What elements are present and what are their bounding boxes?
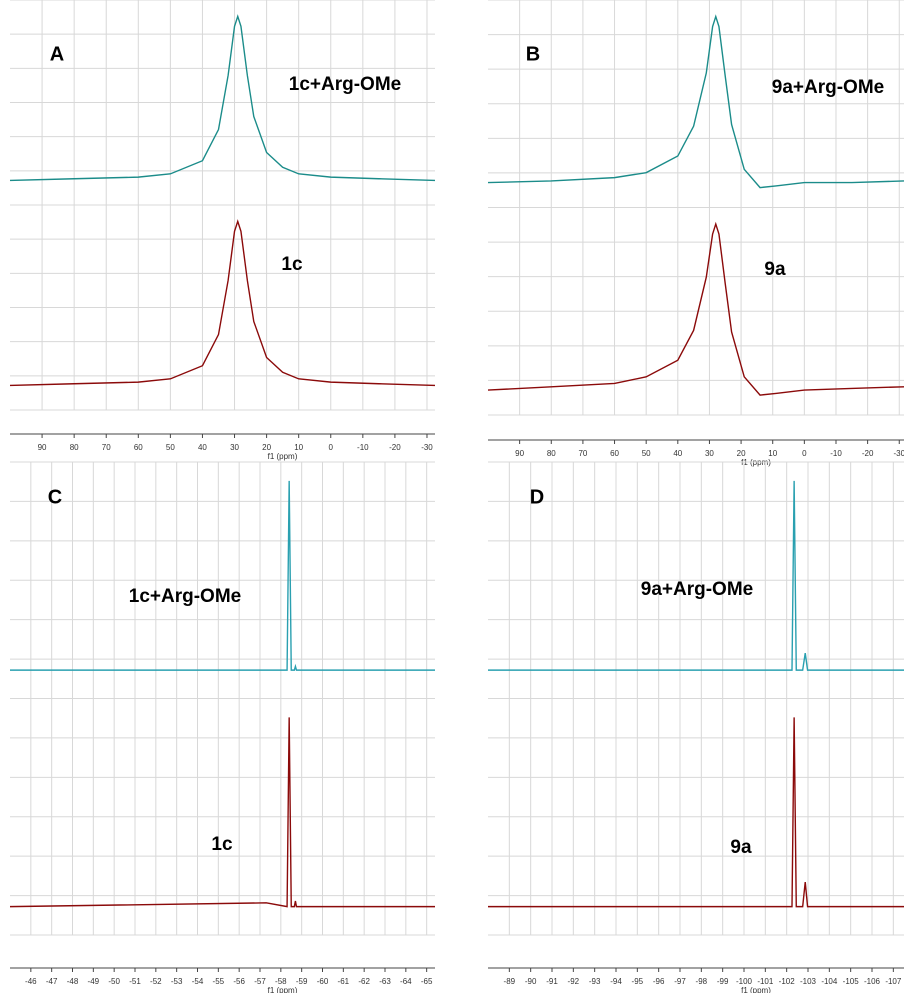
x-tick-label: -10	[357, 443, 369, 452]
x-tick-label: 30	[230, 443, 239, 452]
x-tick-label: -52	[150, 977, 162, 986]
x-tick-label: -89	[504, 977, 516, 986]
x-tick-label: 0	[802, 449, 807, 458]
x-tick-label: 40	[673, 449, 682, 458]
x-tick-label: -95	[632, 977, 644, 986]
x-tick-label: -64	[400, 977, 412, 986]
x-tick-label: -103	[800, 977, 817, 986]
x-tick-label: -51	[129, 977, 141, 986]
x-tick-label: -63	[379, 977, 391, 986]
x-tick-label: 80	[70, 443, 79, 452]
spectrum-line	[9, 717, 435, 908]
x-tick-label: -96	[653, 977, 665, 986]
panel-label: C	[48, 486, 62, 508]
x-tick-label: -65	[421, 977, 433, 986]
x-tick-label: -47	[46, 977, 58, 986]
series-label: 9a+Arg-OMe	[772, 77, 884, 98]
series-label: 1c	[211, 834, 233, 855]
x-tick-label: 10	[768, 449, 777, 458]
spectrum-line	[487, 14, 904, 189]
x-axis-label: f1 (ppm)	[268, 986, 298, 993]
panel-label: B	[526, 43, 540, 65]
x-tick-label: -49	[88, 977, 100, 986]
x-tick-label: -101	[757, 977, 774, 986]
x-tick-label: -20	[862, 449, 874, 458]
x-tick-label: -58	[275, 977, 287, 986]
series-label: 1c+Arg-OMe	[289, 74, 401, 95]
panel-label: D	[530, 486, 544, 508]
series-label: 9a	[764, 259, 786, 280]
x-tick-label: -90	[525, 977, 537, 986]
x-tick-label: -30	[893, 449, 904, 458]
x-axis-label: f1 (ppm)	[741, 986, 771, 993]
x-tick-label: 0	[329, 443, 334, 452]
x-tick-label: -10	[830, 449, 842, 458]
x-tick-label: -30	[421, 443, 433, 452]
x-tick-label: 80	[547, 449, 556, 458]
x-tick-label: -92	[568, 977, 580, 986]
x-tick-label: 10	[294, 443, 303, 452]
spectrum-line	[9, 14, 436, 182]
series-label: 1c+Arg-OMe	[129, 586, 241, 607]
x-tick-label: 70	[578, 449, 587, 458]
x-tick-label: -102	[779, 977, 796, 986]
spectrum-line	[488, 480, 904, 671]
x-tick-label: -46	[25, 977, 37, 986]
x-tick-label: -100	[736, 977, 753, 986]
x-tick-label: -99	[717, 977, 729, 986]
x-axis-label: f1 (ppm)	[741, 458, 771, 467]
x-tick-label: -50	[108, 977, 120, 986]
x-tick-label: 90	[515, 449, 524, 458]
spectrum-line	[487, 221, 904, 396]
x-tick-label: 20	[737, 449, 746, 458]
x-tick-label: 90	[38, 443, 47, 452]
x-tick-label: -104	[821, 977, 838, 986]
x-tick-label: -57	[254, 977, 266, 986]
x-tick-label: -94	[610, 977, 622, 986]
x-tick-label: -98	[696, 977, 708, 986]
x-tick-label: 50	[642, 449, 651, 458]
x-tick-label: 70	[102, 443, 111, 452]
x-tick-label: -62	[358, 977, 370, 986]
x-axis-label: f1 (ppm)	[268, 452, 298, 461]
spectrum-line	[488, 717, 904, 908]
x-tick-label: -106	[864, 977, 881, 986]
x-tick-label: 20	[262, 443, 271, 452]
x-tick-label: -97	[674, 977, 686, 986]
x-tick-label: -91	[546, 977, 558, 986]
x-tick-label: -53	[171, 977, 183, 986]
x-tick-label: -61	[338, 977, 350, 986]
x-tick-label: -93	[589, 977, 601, 986]
x-tick-label: 60	[134, 443, 143, 452]
series-label: 9a	[730, 837, 752, 858]
panel-label: A	[50, 43, 64, 65]
x-tick-label: -59	[296, 977, 308, 986]
series-label: 9a+Arg-OMe	[641, 579, 753, 600]
x-tick-label: -20	[389, 443, 401, 452]
x-tick-label: -55	[213, 977, 225, 986]
x-tick-label: -48	[67, 977, 79, 986]
x-tick-label: -56	[233, 977, 245, 986]
x-tick-label: 50	[166, 443, 175, 452]
series-label: 1c	[281, 254, 303, 275]
x-tick-label: -107	[885, 977, 902, 986]
x-tick-label: -105	[843, 977, 860, 986]
spectrum-line	[10, 480, 435, 671]
x-tick-label: 40	[198, 443, 207, 452]
x-tick-label: -54	[192, 977, 204, 986]
x-tick-label: -60	[317, 977, 329, 986]
spectrum-line	[9, 219, 436, 387]
x-tick-label: 60	[610, 449, 619, 458]
x-tick-label: 30	[705, 449, 714, 458]
